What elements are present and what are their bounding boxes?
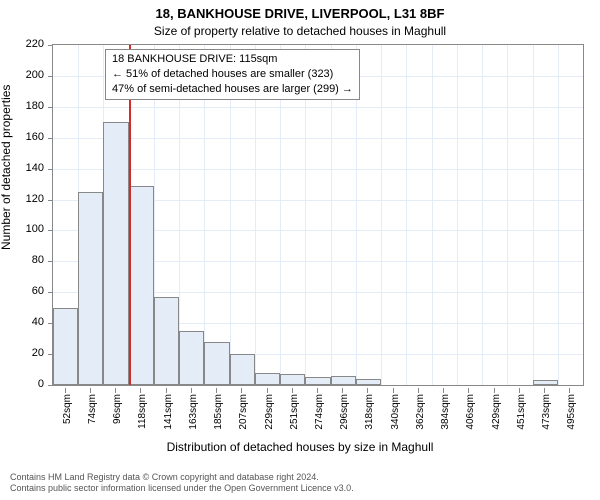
gridline-vertical: [381, 45, 382, 385]
histogram-bar: [103, 122, 128, 385]
histogram-bar: [78, 192, 103, 385]
histogram-bar: [204, 342, 229, 385]
x-tick-label: 52sqm: [62, 394, 73, 424]
chart-title: 18, BANKHOUSE DRIVE, LIVERPOOL, L31 8BF: [0, 6, 600, 21]
histogram-bar: [230, 354, 255, 385]
y-tick-label: 160: [4, 131, 44, 143]
x-ticks: 52sqm 74sqm 96sqm 118sqm 141sqm 163sqm 185sqm 2…: [52, 388, 582, 440]
footer-line-2: Contains public sector information licen…: [10, 483, 354, 494]
x-tick-label: 207sqm: [238, 394, 249, 430]
gridline-vertical: [406, 45, 407, 385]
x-tick-label: 251sqm: [289, 394, 300, 430]
x-tick-label: 185sqm: [213, 394, 224, 430]
gridline-vertical: [507, 45, 508, 385]
gridline-vertical: [533, 45, 534, 385]
y-tick-label: 0: [4, 378, 44, 390]
x-tick-label: 141sqm: [163, 394, 174, 430]
histogram-bar: [154, 297, 179, 385]
chart-subtitle: Size of property relative to detached ho…: [0, 24, 600, 38]
y-tick-label: 100: [4, 223, 44, 235]
y-tick-label: 40: [4, 316, 44, 328]
annotation-line: 47% of semi-detached houses are larger (…: [112, 82, 353, 97]
histogram-bar: [53, 308, 78, 385]
x-tick-label: 429sqm: [491, 394, 502, 430]
y-tick-label: 80: [4, 254, 44, 266]
gridline-vertical: [482, 45, 483, 385]
attribution-footer: Contains HM Land Registry data © Crown c…: [10, 472, 354, 494]
histogram-bar: [331, 376, 356, 385]
gridline-horizontal: [53, 107, 583, 108]
histogram-bar: [305, 377, 330, 385]
y-tick-label: 120: [4, 193, 44, 205]
x-tick-label: 362sqm: [415, 394, 426, 430]
x-tick-label: 473sqm: [541, 394, 552, 430]
y-tick-label: 180: [4, 100, 44, 112]
x-tick-label: 274sqm: [314, 394, 325, 430]
x-axis-label: Distribution of detached houses by size …: [0, 440, 600, 454]
x-tick-label: 384sqm: [440, 394, 451, 430]
x-tick-label: 74sqm: [87, 394, 98, 424]
histogram-bar: [280, 374, 305, 385]
gridline-horizontal: [53, 169, 583, 170]
gridline-horizontal: [53, 138, 583, 139]
x-tick-label: 318sqm: [364, 394, 375, 430]
x-tick-label: 118sqm: [137, 394, 148, 429]
gridline-vertical: [432, 45, 433, 385]
y-tick-label: 140: [4, 162, 44, 174]
footer-line-1: Contains HM Land Registry data © Crown c…: [10, 472, 354, 483]
x-tick-label: 340sqm: [390, 394, 401, 430]
gridline-vertical: [457, 45, 458, 385]
x-tick-label: 96sqm: [112, 394, 123, 424]
y-tick-label: 200: [4, 69, 44, 81]
x-tick-label: 163sqm: [188, 394, 199, 430]
histogram-bar: [255, 373, 280, 385]
x-tick-label: 296sqm: [339, 394, 350, 430]
y-ticks: 020406080100120140160180200220: [8, 44, 48, 384]
x-tick-label: 495sqm: [566, 394, 577, 430]
y-tick-label: 60: [4, 285, 44, 297]
x-tick-label: 229sqm: [264, 394, 275, 430]
histogram-bar: [129, 186, 154, 385]
plot-area: 18 BANKHOUSE DRIVE: 115sqm← 51% of detac…: [52, 44, 584, 386]
histogram-bar: [179, 331, 204, 385]
histogram-bar: [533, 380, 558, 385]
annotation-box: 18 BANKHOUSE DRIVE: 115sqm← 51% of detac…: [105, 49, 360, 100]
annotation-line: ← 51% of detached houses are smaller (32…: [112, 67, 353, 82]
histogram-bar: [356, 379, 381, 385]
y-tick-label: 20: [4, 347, 44, 359]
x-tick-label: 406sqm: [465, 394, 476, 430]
gridline-vertical: [558, 45, 559, 385]
x-tick-label: 451sqm: [516, 394, 527, 430]
y-tick-label: 220: [4, 38, 44, 50]
chart-container: 18, BANKHOUSE DRIVE, LIVERPOOL, L31 8BF …: [0, 0, 600, 500]
annotation-line: 18 BANKHOUSE DRIVE: 115sqm: [112, 52, 353, 67]
